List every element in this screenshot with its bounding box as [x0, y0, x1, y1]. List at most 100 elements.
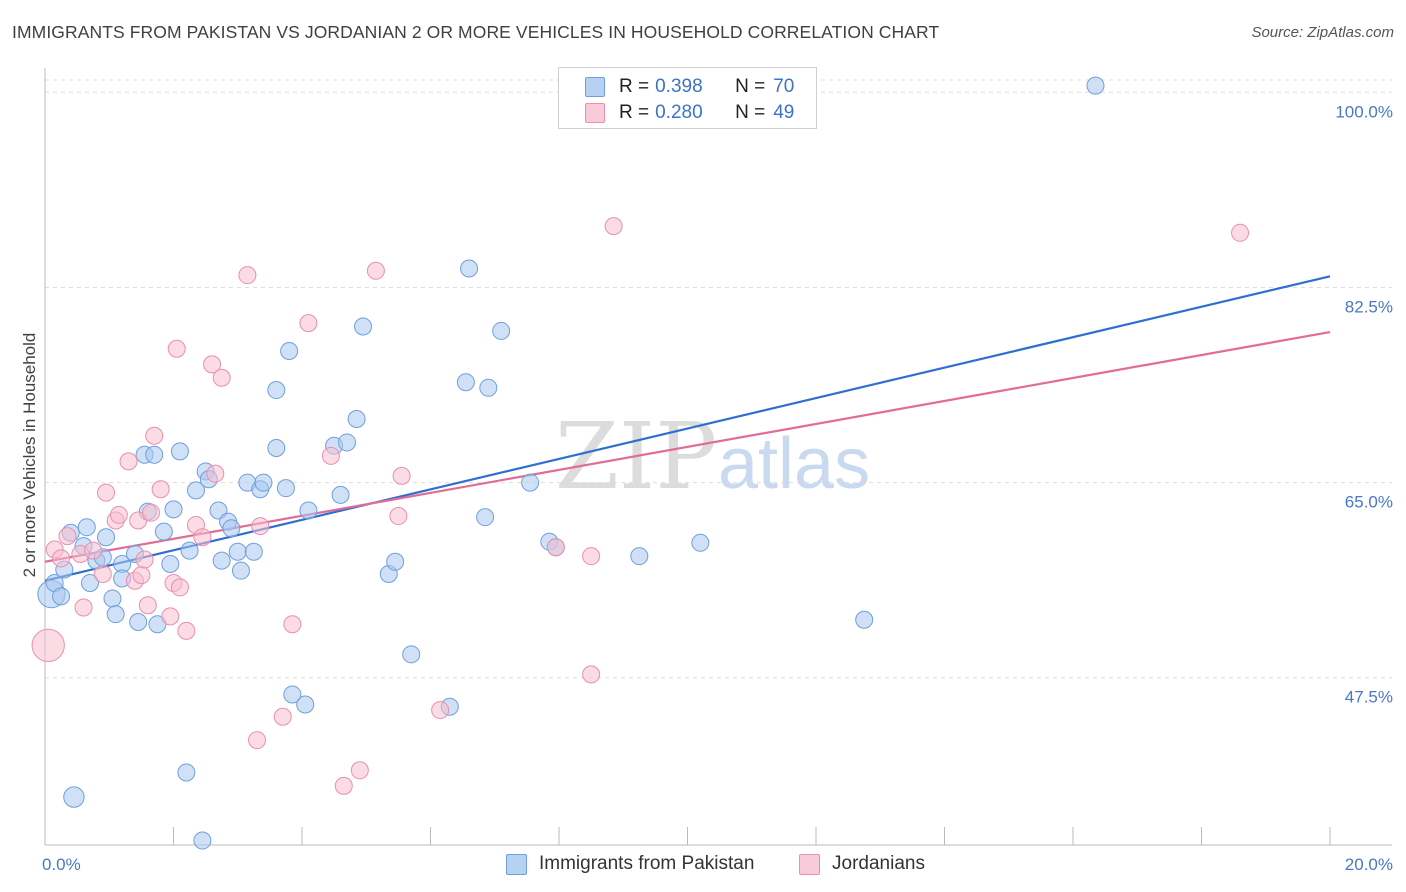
data-point-pakistan [212, 551, 231, 570]
data-point-pakistan [456, 373, 475, 392]
data-point-pakistan [855, 610, 874, 629]
data-point-pakistan [63, 786, 85, 808]
data-point-jordanians [177, 621, 196, 640]
data-point-pakistan [222, 519, 241, 538]
data-point-pakistan [630, 547, 649, 566]
data-point-pakistan [280, 342, 299, 361]
bottom-legend-jordanians: Jordanians [799, 852, 925, 876]
data-point-jordanians [238, 266, 257, 285]
watermark-atlas: atlas [718, 424, 870, 504]
y-axis-label: 2 or more Vehicles in Household [20, 333, 39, 578]
data-point-jordanians [31, 628, 65, 663]
data-point-jordanians [283, 615, 302, 634]
data-point-pakistan [402, 645, 421, 664]
legend-r-value: 0.398 [655, 76, 703, 97]
data-point-pakistan [193, 831, 212, 850]
data-point-pakistan [129, 612, 148, 631]
data-point-jordanians [1231, 223, 1250, 242]
data-point-pakistan [103, 589, 122, 608]
bottom-legend-pakistan: Immigrants from Pakistan [506, 852, 754, 876]
axes [44, 68, 1392, 846]
legend-swatch-jordanians [585, 103, 605, 123]
data-point-jordanians [582, 547, 601, 566]
data-point-pakistan [180, 541, 199, 560]
data-point-pakistan [460, 259, 479, 278]
data-point-pakistan [161, 554, 180, 573]
legend-swatch-pakistan [585, 77, 605, 97]
data-point-pakistan [106, 605, 125, 624]
y-tick-label: 65.0% [1345, 493, 1393, 512]
data-point-jordanians [431, 701, 450, 720]
data-point-pakistan [691, 533, 710, 552]
data-point-jordanians [366, 261, 385, 280]
data-point-jordanians [132, 566, 151, 585]
bottom-legend-label-pakistan: Immigrants from Pakistan [539, 853, 755, 874]
data-point-pakistan [476, 508, 495, 527]
data-point-jordanians [582, 665, 601, 684]
data-point-jordanians [203, 355, 222, 374]
data-point-jordanians [248, 731, 267, 750]
trend-lines [44, 275, 1331, 582]
correlation-legend: R = 0.398 N = 70 R = 0.280 N = 49 [558, 67, 817, 129]
data-point-pakistan [386, 552, 405, 571]
data-point-pakistan [492, 321, 511, 340]
x-tick-label: 20.0% [1345, 855, 1393, 874]
trend-line-pakistan [44, 275, 1331, 582]
data-point-jordanians [392, 466, 411, 485]
series-jordanians-points [31, 217, 1250, 795]
data-point-pakistan [228, 542, 247, 561]
data-point-jordanians [142, 503, 161, 522]
legend-row-jordanians: R = 0.280 N = 49 [585, 101, 794, 125]
bottom-legend-swatch-pakistan [506, 853, 527, 875]
data-point-jordanians [206, 464, 225, 483]
data-point-pakistan [283, 685, 302, 704]
data-point-jordanians [58, 527, 77, 546]
data-point-jordanians [119, 452, 138, 471]
data-point-jordanians [167, 339, 186, 358]
data-point-jordanians [170, 578, 189, 597]
data-point-pakistan [296, 695, 315, 714]
chart-title: IMMIGRANTS FROM PAKISTAN VS JORDANIAN 2 … [12, 22, 940, 42]
x-tick-label: 0.0% [42, 855, 81, 874]
data-point-jordanians [212, 368, 231, 387]
legend-n-value: 49 [773, 102, 795, 123]
legend-r-label: R = [619, 102, 650, 123]
data-point-jordanians [273, 707, 292, 726]
data-point-jordanians [161, 607, 180, 626]
gridlines [45, 79, 1392, 679]
data-point-pakistan [164, 500, 183, 519]
data-point-jordanians [546, 538, 565, 557]
data-point-pakistan [331, 485, 350, 504]
legend-r-label: R = [619, 76, 650, 97]
y-tick-label: 82.5% [1345, 297, 1393, 316]
data-point-pakistan [347, 410, 366, 429]
watermark: ZIP atlas [555, 403, 870, 510]
data-point-pakistan [521, 473, 540, 492]
source-label: Source: ZipAtlas.com [1251, 24, 1394, 41]
data-point-pakistan [299, 501, 318, 520]
data-point-jordanians [97, 483, 116, 502]
legend-n-value: 70 [773, 76, 795, 97]
data-point-jordanians [389, 507, 408, 526]
data-point-jordanians [299, 314, 318, 333]
data-point-jordanians [74, 598, 93, 617]
data-point-pakistan [254, 473, 273, 492]
data-point-pakistan [267, 439, 286, 458]
data-point-pakistan [154, 522, 173, 541]
data-point-jordanians [193, 528, 212, 547]
y-tick-label: 47.5% [1345, 688, 1393, 707]
data-point-pakistan [145, 445, 164, 464]
data-point-jordanians [93, 565, 112, 584]
data-point-pakistan [1086, 76, 1105, 95]
tick-labels: 47.5% 65.0% 82.5% 100.0% 0.0% 20.0% [42, 102, 1393, 874]
data-point-jordanians [138, 596, 157, 615]
data-point-jordanians [604, 217, 623, 236]
data-point-pakistan [354, 317, 373, 336]
data-point-jordanians [84, 541, 103, 560]
bottom-legend-swatch-jordanians [799, 853, 820, 875]
data-point-jordanians [350, 761, 369, 780]
bottom-legend-label-jordanians: Jordanians [832, 853, 925, 874]
data-point-jordanians [145, 426, 164, 445]
legend-n-label: N = [735, 76, 766, 97]
